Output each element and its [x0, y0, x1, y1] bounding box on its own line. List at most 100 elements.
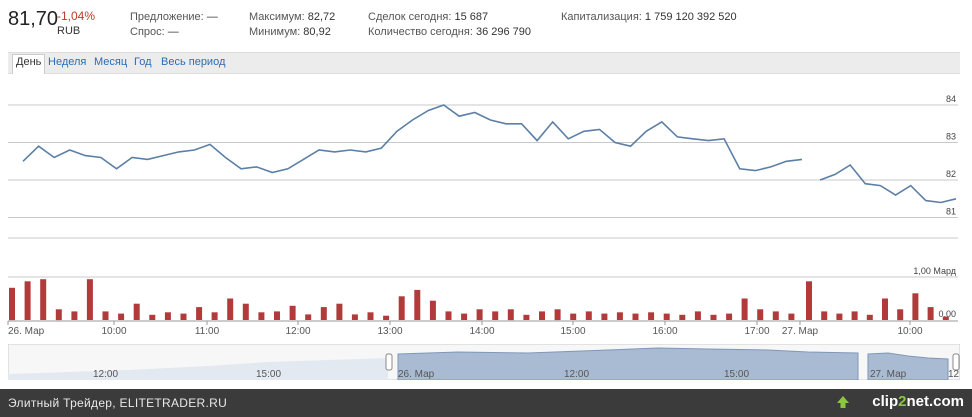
currency-label: RUB: [57, 25, 81, 37]
tab-year[interactable]: Год: [134, 56, 152, 68]
clip2net-logo[interactable]: clip2net.com: [872, 393, 964, 410]
volume-bar: [351, 314, 358, 320]
x-tick-label: 10:00: [897, 326, 922, 337]
x-tick-label: 26. Мар: [8, 326, 45, 337]
x-tick-label: 11:00: [195, 326, 220, 337]
volume-bar: [648, 312, 655, 320]
x-tick-label: 15:00: [560, 326, 585, 337]
volume-bar: [821, 311, 828, 320]
max-label: Максимум:: [249, 11, 305, 23]
volume-bar: [289, 305, 296, 320]
price-tick-label: 81: [946, 207, 956, 217]
min-label: Минимум:: [249, 26, 301, 38]
range-navigator[interactable]: 12:00 15:00 26. Мар 12:00 15:00 27. Мар 12:00: [8, 344, 960, 380]
bid-stat: Спрос: —: [130, 26, 179, 38]
navigator-label: 26. Мар: [398, 369, 435, 380]
navigator-svg: 12:00 15:00 26. Мар 12:00 15:00 27. Мар 12:00: [8, 344, 960, 380]
navigator-label: 15:00: [724, 369, 749, 380]
volume-bar: [710, 314, 717, 320]
navigator-label: 27. Мар: [870, 369, 907, 380]
volume-bar: [741, 298, 748, 320]
logo-text-num: 2: [898, 393, 907, 410]
offer-value: —: [206, 11, 218, 23]
volume-bar: [55, 309, 62, 321]
tab-week[interactable]: Неделя: [48, 56, 87, 68]
deals-stat: Сделок сегодня: 15 687: [368, 11, 488, 23]
volume-bar: [461, 313, 468, 320]
period-tabs: День Неделя Месяц Год Весь период: [8, 52, 960, 74]
cap-stat: Капитализация: 1 759 120 392 520: [561, 11, 737, 23]
x-tick-label: 13:00: [377, 326, 402, 337]
volume-bar: [227, 298, 234, 320]
volume-bar: [585, 311, 592, 320]
volume-bar: [164, 312, 171, 320]
navigator-label: 15:00: [256, 369, 281, 380]
volume-bar: [882, 298, 888, 320]
volume-bar: [851, 311, 858, 320]
logo-text-pre: clip: [872, 393, 899, 410]
price-series-line: [819, 163, 957, 204]
volume-bar: [772, 311, 779, 320]
tab-day[interactable]: День: [12, 54, 46, 74]
volume-tick-label: 0,00: [938, 309, 956, 319]
volume-bar: [507, 309, 514, 321]
tab-all-time[interactable]: Весь период: [161, 56, 226, 68]
volume-bar: [694, 311, 701, 320]
max-stat: Максимум: 82,72: [249, 11, 335, 23]
volume-bar: [133, 303, 140, 320]
volume-bar: [9, 287, 15, 321]
volume-bar: [601, 313, 608, 320]
logo-text-post: net.com: [906, 393, 964, 410]
volume-bar: [274, 311, 280, 320]
price-volume-chart[interactable]: 84 83 82 81 1,00 Мард 0,00 26. Мар 10:00 11:00 12…: [0, 74, 972, 340]
volume-bar: [757, 309, 764, 321]
volume-tick-label: 1,00 Мард: [913, 266, 956, 276]
x-tick-label: 14:00: [469, 326, 494, 337]
volume-bar: [320, 307, 327, 320]
footer-caption: Элитный Трейдер, ELITETRADER.RU: [8, 396, 228, 410]
tab-month[interactable]: Месяц: [94, 56, 128, 68]
volume-bar: [927, 307, 934, 320]
volume-bar: [367, 312, 374, 320]
volume-bar: [429, 300, 436, 320]
volume-stat: Количество сегодня: 36 296 790: [368, 26, 531, 38]
price-series-line: [22, 104, 803, 174]
navigator-label: 12:00: [93, 369, 118, 380]
volume-value: 36 296 790: [475, 26, 532, 38]
volume-bar: [570, 313, 577, 320]
price-tick-label: 84: [946, 94, 956, 104]
volume-bar: [211, 312, 218, 320]
navigator-handle-right: [952, 353, 960, 371]
volume-bar: [476, 309, 483, 321]
arrow-up-icon: [837, 396, 849, 408]
bid-value: —: [167, 26, 179, 38]
volume-bar: [398, 296, 405, 320]
volume-bar: [616, 312, 623, 320]
volume-bar: [897, 309, 904, 321]
last-price: 81,70: [8, 8, 59, 30]
volume-bar: [414, 289, 421, 320]
offer-label: Предложение:: [130, 11, 204, 23]
volume-bar: [149, 314, 156, 320]
navigator-area-selected: [397, 347, 859, 380]
offer-stat: Предложение: —: [130, 11, 218, 23]
volume-bar: [836, 313, 843, 320]
volume-bar: [102, 311, 109, 320]
volume-bar: [866, 314, 873, 320]
x-tick-label: 10:00: [101, 326, 126, 337]
navigator-handle-left: [385, 353, 393, 371]
quote-header: 81,70 -1,04% RUB Предложение: — Спрос: —…: [0, 0, 972, 48]
volume-bar: [806, 281, 812, 320]
volume-bar: [118, 313, 125, 320]
deals-value: 15 687: [454, 11, 489, 23]
price-change: -1,04%: [57, 9, 96, 23]
min-stat: Минимум: 80,92: [249, 26, 331, 38]
x-tick-label: 12:00: [285, 326, 310, 337]
volume-bar: [726, 313, 733, 320]
volume-bar: [242, 303, 249, 320]
volume-bar: [942, 316, 949, 320]
volume-bar: [539, 311, 545, 320]
volume-bar: [24, 281, 31, 320]
x-tick-label: 16:00: [652, 326, 677, 337]
volume-bar: [258, 312, 265, 320]
